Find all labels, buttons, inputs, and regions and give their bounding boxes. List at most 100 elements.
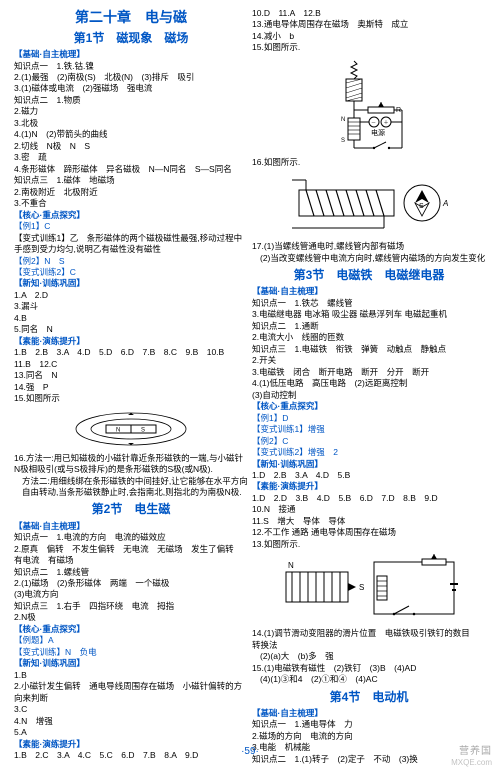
text-line: 知识点一 1.铁.钴.镍 xyxy=(14,61,248,72)
text-line: 5.同名 N xyxy=(14,324,248,335)
text-line: 3.漏斗 xyxy=(14,301,248,312)
text-line: (3)自动控制 xyxy=(252,390,486,401)
left-column: 第二十章 电与磁 第1节 磁现象 磁场 【基础·自主梳理】 知识点一 1.铁.钴… xyxy=(14,8,248,743)
text-line: 2.(1)磁场 (2)条形磁体 两端 一个磁极 xyxy=(14,578,248,589)
heading-basics-1: 【基础·自主梳理】 xyxy=(14,49,248,60)
relay-circuit-diagram: N S xyxy=(252,554,486,624)
text-line: 17.(1)当螺线管通电时,螺线管内部有磁场 xyxy=(252,241,486,252)
text-line: 1.D 2.D 3.B 4.D 5.B 6.D 7.D 8.B 9.D xyxy=(252,493,486,504)
heading-training-1: 【新知·训练巩固】 xyxy=(14,278,248,289)
heading-basics-4: 【基础·自主梳理】 xyxy=(252,708,486,719)
text-line: (3)电流方向 xyxy=(14,589,248,600)
heading-core-2: 【核心·重点探究】 xyxy=(14,624,248,635)
text-line: 知识点三 1.右手 四指环绕 电流 拇指 xyxy=(14,601,248,612)
section-1-title: 第1节 磁现象 磁场 xyxy=(14,30,248,46)
text-line: 知识点一 1.铁芯 螺线管 xyxy=(252,298,486,309)
text-line: (2)(a)大 (b)多 强 xyxy=(252,651,486,662)
example-label: 【例题】A xyxy=(14,635,54,645)
text-line: 13.同名 N xyxy=(14,370,248,381)
text-line: 1.B 2.B 3.A 4.D 5.D 6.D 7.B 8.C 9.B 10.B… xyxy=(14,347,248,370)
text-line: 12.不工作 通路 通电导体周围存在磁场 xyxy=(252,527,486,538)
svg-text:S: S xyxy=(141,427,145,433)
heading-basics-3: 【基础·自主梳理】 xyxy=(252,286,486,297)
text-line: 2.开关 xyxy=(252,355,486,366)
text-line: (2)当改变螺线管中电流方向时,螺线管内磁场的方向发生变化 xyxy=(252,253,486,264)
text-line: 15.如图所示 xyxy=(14,393,248,404)
text-line: 1.D 2.B 3.A 4.D 5.B xyxy=(252,470,486,481)
text-line: 2.(1)最强 (2)南极(S) 北极(N) (3)排斥 吸引 xyxy=(14,72,248,83)
text-line: 3.电磁铁 闭合 断开电路 断开 分开 断开 xyxy=(252,367,486,378)
text-line: 知识点三 1.磁体 地磁场 xyxy=(14,175,248,186)
example-label: 【例1】C xyxy=(14,221,50,231)
svg-text:电源: 电源 xyxy=(371,128,385,137)
text-line: 15.(1)电磁铁有磁性 (2)铁钉 (3)B (4)AD xyxy=(252,663,486,674)
section-3-title: 第3节 电磁铁 电磁继电器 xyxy=(252,267,486,283)
text-line: 知识点一 1.通电导体 力 xyxy=(252,719,486,730)
text-line: 2.N极 xyxy=(14,612,248,623)
svg-text:A: A xyxy=(442,199,448,208)
text-line: 4.(1)N (2)带箭头的曲线 xyxy=(14,129,248,140)
text-line: 16.方法一:用已知磁极的小磁针靠近条形磁铁的一端,与小磁针N极相吸引(或与S极… xyxy=(14,453,248,476)
heading-core-1: 【核心·重点探究】 xyxy=(14,210,248,221)
example-label: 【例2】N S xyxy=(14,256,65,266)
text-line: 10.N 接通 xyxy=(252,504,486,515)
example-label: 【变式训练1】增强 xyxy=(252,424,325,434)
text-line: 1.B xyxy=(14,670,248,681)
text-line: 11.S 增大 导体 导体 xyxy=(252,516,486,527)
text-line: 方法二:用细线绑在条形磁铁的中间挂好,让它能够在水平方向自由转动,当条形磁铁静止… xyxy=(14,476,248,499)
svg-text:－: － xyxy=(371,120,376,126)
svg-text:S: S xyxy=(341,138,345,144)
text-line: 2.原真 偏转 不发生偏转 无电流 无磁场 发生了偏转 有电流 有磁场 xyxy=(14,544,248,567)
heading-basics-2: 【基础·自主梳理】 xyxy=(14,521,248,532)
section-4-title: 第4节 电动机 xyxy=(252,689,486,705)
chapter-title: 第二十章 电与磁 xyxy=(14,8,248,27)
text-line: 4.条形磁体 蹄形磁体 异名磁极 N—N同名 S—S同名 xyxy=(14,164,248,175)
text-line: 14.(1)调节滑动变阻器的滑片位置 电磁铁吸引铁钉的数目 转换法 xyxy=(252,628,486,651)
section-2-title: 第2节 电生磁 xyxy=(14,501,248,517)
example-label: 【变式训练】N 负电 xyxy=(14,647,97,657)
svg-text:S: S xyxy=(419,203,424,210)
text-line: 4.(1)低压电路 高压电路 (2)远距离控制 xyxy=(252,378,486,389)
svg-text:N: N xyxy=(116,427,120,433)
text-line: 知识点二 1.物质 xyxy=(14,95,248,106)
text-line: 2.磁场的方向 电流的方向 xyxy=(252,731,486,742)
example-label: 【变式训练2】C xyxy=(14,267,76,277)
text-line: 2.电流大小 线圈的匝数 xyxy=(252,332,486,343)
text-line: 3.密 疏 xyxy=(14,152,248,163)
svg-text:S: S xyxy=(359,583,364,592)
text-line: 知识点一 1.电流的方向 电流的磁效应 xyxy=(14,532,248,543)
text-line: 4.N 增强 xyxy=(14,716,248,727)
text-line: 知识点二 1.螺线管 xyxy=(14,567,248,578)
right-column: 10.D 11.A 12.B 13.通电导体周围存在磁场 奥斯特 成立 14.减… xyxy=(252,8,486,743)
text-line: 5.A xyxy=(14,727,248,738)
heading-training-3: 【新知·训练巩固】 xyxy=(252,459,486,470)
text-line: 3.不重合 xyxy=(14,198,248,209)
text-line: 3.(1)磁体或电流 (2)强磁场 强电流 xyxy=(14,83,248,94)
heading-quality-1: 【素能·演练提升】 xyxy=(14,336,248,347)
text-line: 知识点二 1.通断 xyxy=(252,321,486,332)
text-line: 14.强 P xyxy=(14,382,248,393)
svg-text:N: N xyxy=(341,117,345,123)
solenoid-compass-diagram: S A xyxy=(252,172,486,237)
text-line: 13.通电导体周围存在磁场 奥斯特 成立 xyxy=(252,19,486,30)
text-line: 2.磁力 xyxy=(14,106,248,117)
text-line: 3.C xyxy=(14,704,248,715)
svg-text:＋: ＋ xyxy=(384,120,389,126)
text-line: 1.A 2.D xyxy=(14,290,248,301)
text-line: 3.北极 xyxy=(14,118,248,129)
text-line: 13.如图所示. xyxy=(252,539,486,550)
example-label: 【例2】C xyxy=(252,436,288,446)
example-label: 【变式训练2】增强 2 xyxy=(252,447,338,457)
example-label: 【例1】D xyxy=(252,413,288,423)
heading-core-3: 【核心·重点探究】 xyxy=(252,401,486,412)
circuit-diagram-1: R N S － ＋ 电源 xyxy=(252,58,486,153)
text-line: 【变式训练1】乙 条形磁体的两个磁极磁性最强,移动过程中手感到受力均匀,说明乙有… xyxy=(14,233,248,256)
bar-magnet-diagram: N S xyxy=(14,409,248,449)
text-line: 16.如图所示. xyxy=(252,157,486,168)
watermark: 营养国 xyxy=(459,742,492,757)
text-line: 2.切线 N极 N S xyxy=(14,141,248,152)
page-number: ·59· xyxy=(0,746,500,757)
text-line: 2.小磁针发生偏转 通电导线周围存在磁场 小磁针偏转的方向来判断 xyxy=(14,681,248,704)
text-line: 4.B xyxy=(14,313,248,324)
text-line: 15.如图所示. xyxy=(252,42,486,53)
